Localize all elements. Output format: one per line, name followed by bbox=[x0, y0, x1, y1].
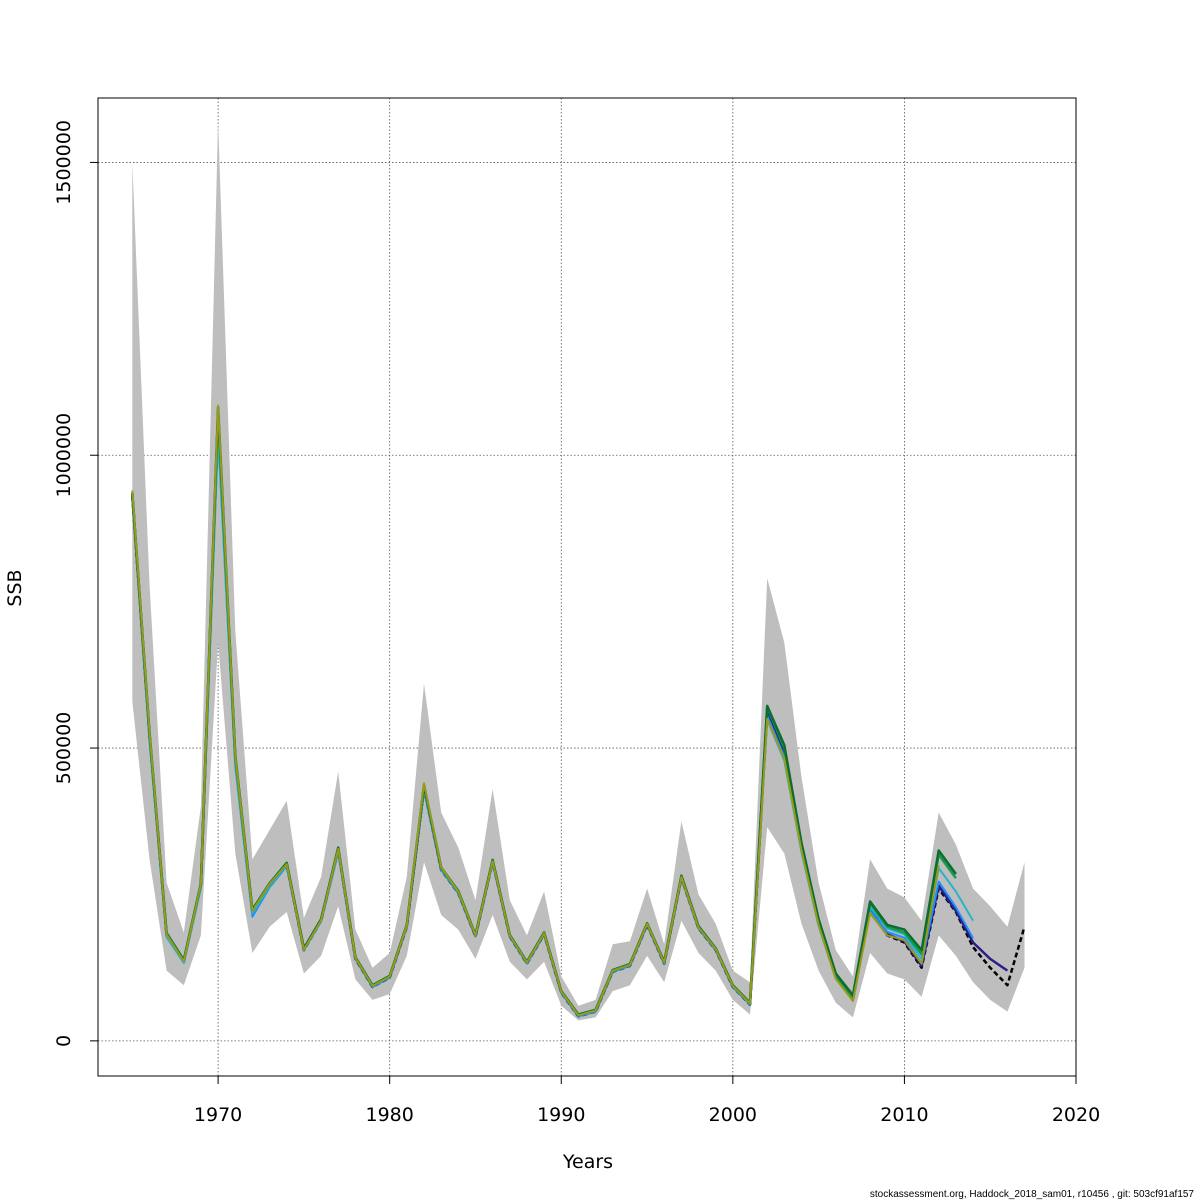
y-tick-label-0: 0 bbox=[53, 1035, 75, 1047]
confidence-band-area bbox=[132, 121, 1025, 1021]
y-tick-label-1: 500000 bbox=[53, 712, 75, 785]
x-axis-title: Years bbox=[562, 1151, 613, 1173]
series-line-6 bbox=[131, 404, 940, 1017]
series-lines bbox=[131, 404, 1026, 1018]
confidence-band bbox=[132, 121, 1025, 1021]
x-tick-label-3: 2000 bbox=[709, 1104, 757, 1126]
y-tick-label-2: 1000000 bbox=[53, 413, 75, 498]
y-axis: 0 500000 1000000 1500000 bbox=[53, 120, 99, 1047]
y-axis-title: SSB bbox=[4, 569, 26, 606]
x-tick-label-2: 1990 bbox=[537, 1104, 585, 1126]
footer-credit: stockassessment.org, Haddock_2018_sam01,… bbox=[870, 1189, 1195, 1200]
x-tick-label-0: 1970 bbox=[194, 1104, 242, 1126]
x-tick-label-5: 2020 bbox=[1052, 1104, 1100, 1126]
x-tick-label-1: 1980 bbox=[366, 1104, 414, 1126]
x-tick-label-4: 2010 bbox=[880, 1104, 928, 1126]
y-tick-label-3: 1500000 bbox=[53, 120, 75, 205]
x-axis: 1970 1980 1990 2000 2010 2020 bbox=[194, 1075, 1100, 1126]
